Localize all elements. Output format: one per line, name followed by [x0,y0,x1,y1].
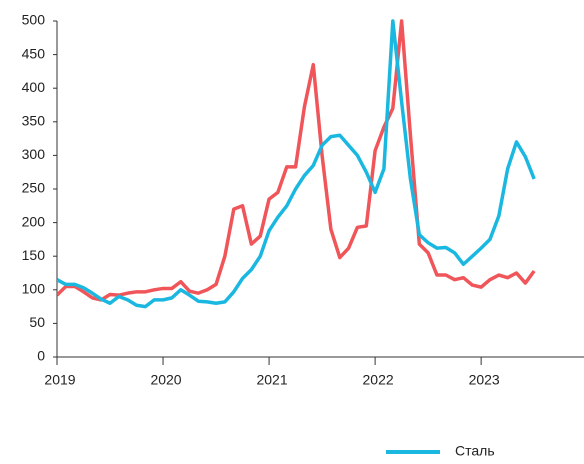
y-tick-label: 250 [22,180,46,196]
y-tick-label: 100 [22,281,46,297]
y-tick-label: 400 [22,79,46,95]
y-tick-label: 0 [37,348,45,364]
y-tick-label: 450 [22,45,46,61]
x-tick-label: 2021 [256,372,287,388]
y-tick-label: 50 [29,314,45,330]
series-line [57,19,536,309]
x-tick-label: 2022 [363,372,394,388]
x-tick-label: 2023 [469,372,500,388]
y-tick-label: 300 [22,146,46,162]
y-tick-label: 200 [22,213,46,229]
x-tick-label: 2020 [150,372,181,388]
series-line [57,19,536,302]
y-tick-label: 500 [22,12,46,28]
x-tick-label: 2019 [44,372,75,388]
y-tick-label: 150 [22,247,46,263]
y-tick-label: 350 [22,113,46,129]
legend-label: Сталь [455,443,495,459]
